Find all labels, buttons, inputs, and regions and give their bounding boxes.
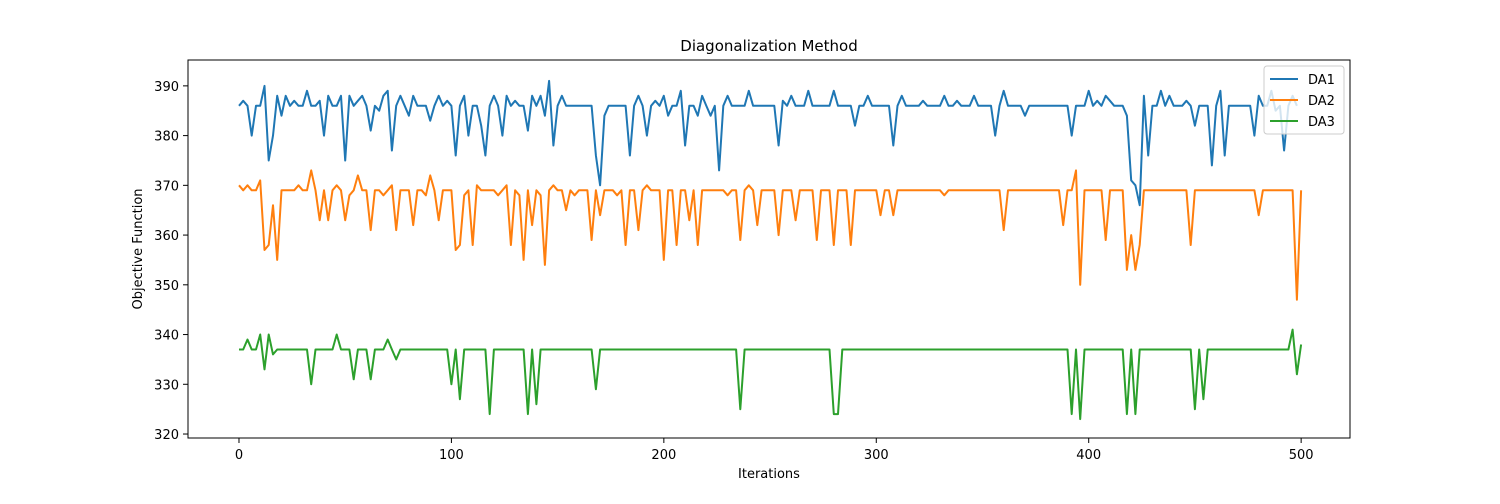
x-tick-label: 300 bbox=[864, 448, 889, 463]
legend-label-da2: DA2 bbox=[1308, 94, 1335, 109]
series-line-da2 bbox=[238, 169, 1303, 301]
chart-title: Diagonalization Method bbox=[680, 37, 857, 55]
x-axis: 0 100 200 300 400 500 bbox=[235, 438, 1314, 463]
legend-label-da3: DA3 bbox=[1308, 115, 1335, 130]
legend-label-da1: DA1 bbox=[1308, 73, 1335, 88]
y-tick-label: 320 bbox=[154, 428, 179, 443]
series-line-da3 bbox=[239, 328, 1303, 421]
y-tick-label: 340 bbox=[154, 329, 179, 344]
y-axis: 320 330 340 350 360 370 380 390 bbox=[154, 80, 188, 443]
x-axis-label: Iterations bbox=[738, 467, 800, 482]
x-tick-label: 500 bbox=[1289, 448, 1314, 463]
x-tick-label: 0 bbox=[235, 448, 243, 463]
y-tick-label: 370 bbox=[154, 179, 179, 194]
x-tick-label: 200 bbox=[651, 448, 676, 463]
legend-box bbox=[1263, 65, 1345, 135]
legend: DA1 DA2 DA3 bbox=[1263, 65, 1345, 135]
y-tick-label: 330 bbox=[154, 378, 179, 393]
series-line-da1 bbox=[238, 79, 1298, 207]
y-axis-label: Objective Function bbox=[131, 188, 146, 309]
x-tick-label: 400 bbox=[1076, 448, 1101, 463]
plot-frame bbox=[187, 59, 1351, 439]
x-tick-label: 100 bbox=[439, 448, 464, 463]
y-tick-label: 360 bbox=[154, 229, 179, 244]
y-tick-label: 350 bbox=[154, 279, 179, 294]
y-tick-label: 380 bbox=[154, 130, 179, 145]
y-tick-label: 390 bbox=[154, 80, 179, 95]
series-layer bbox=[238, 79, 1303, 421]
